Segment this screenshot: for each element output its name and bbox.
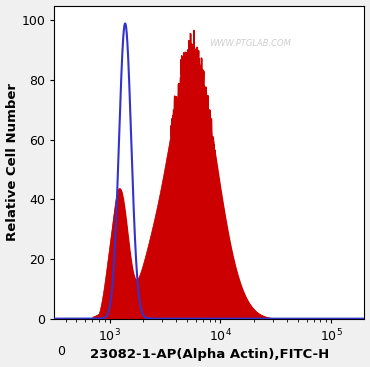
X-axis label: 23082-1-AP(Alpha Actin),FITC-H: 23082-1-AP(Alpha Actin),FITC-H	[90, 348, 329, 361]
Text: 0: 0	[57, 345, 65, 359]
Y-axis label: Relative Cell Number: Relative Cell Number	[6, 83, 18, 241]
Text: WWW.PTGLAB.COM: WWW.PTGLAB.COM	[209, 39, 290, 48]
